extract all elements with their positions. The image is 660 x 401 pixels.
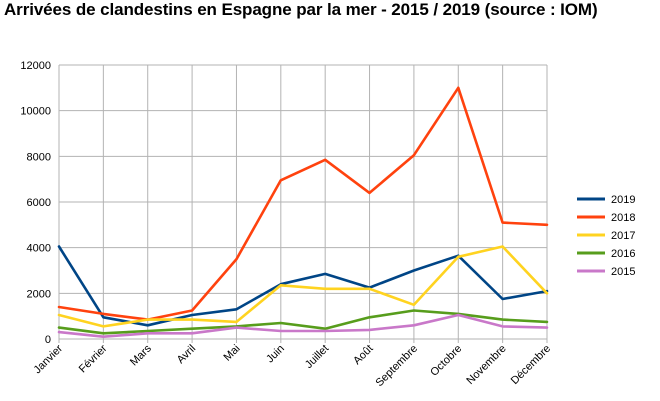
axes [58,339,548,343]
y-tick-label: 4000 [27,243,51,255]
series-line-2019 [57,245,549,327]
x-tick-label: Août [351,343,375,367]
y-tick-label: 6000 [27,197,51,209]
series-line-2016 [57,309,549,335]
x-tick-label: Octobre [428,343,464,379]
x-tick-labels: Janvier Février Mars Avril Mai Juin Juillet Aoû… [32,342,554,389]
legend-label-2017: 2017 [611,230,635,242]
x-tick-label: Mai [222,343,243,364]
x-tick-label: Février [77,342,110,375]
legend-label-2015: 2015 [611,266,635,278]
x-tick-label: Décembre [509,343,553,387]
x-tick-label: Septembre [373,343,420,390]
series-line-2015 [57,313,549,339]
y-tick-label: 8000 [27,151,51,163]
grid-lines [58,64,548,340]
y-tick-label: 10000 [20,106,51,118]
x-tick-label: Avril [175,343,198,366]
legend-label-2018: 2018 [611,212,635,224]
series-lines [57,86,549,339]
y-tick-label: 0 [45,334,51,346]
x-tick-label: Mars [128,342,154,368]
legend-label-2016: 2016 [611,248,635,260]
series-line-2018 [57,86,549,321]
x-tick-label: Juin [264,343,287,366]
x-tick-label: Juillet [303,343,331,371]
legend: 2019 2018 2017 2016 2015 [577,194,635,278]
chart-title: Arrivées de clandestins en Espagne par l… [4,0,598,19]
y-tick-label: 12000 [20,60,51,72]
y-tick-labels: 0 2000 4000 6000 8000 10000 12000 [20,60,51,346]
x-tick-label: Janvier [32,342,66,376]
series-line-2017 [57,245,549,328]
x-tick-label: Novembre [464,343,508,387]
legend-label-2019: 2019 [611,194,635,206]
y-tick-label: 2000 [27,288,51,300]
